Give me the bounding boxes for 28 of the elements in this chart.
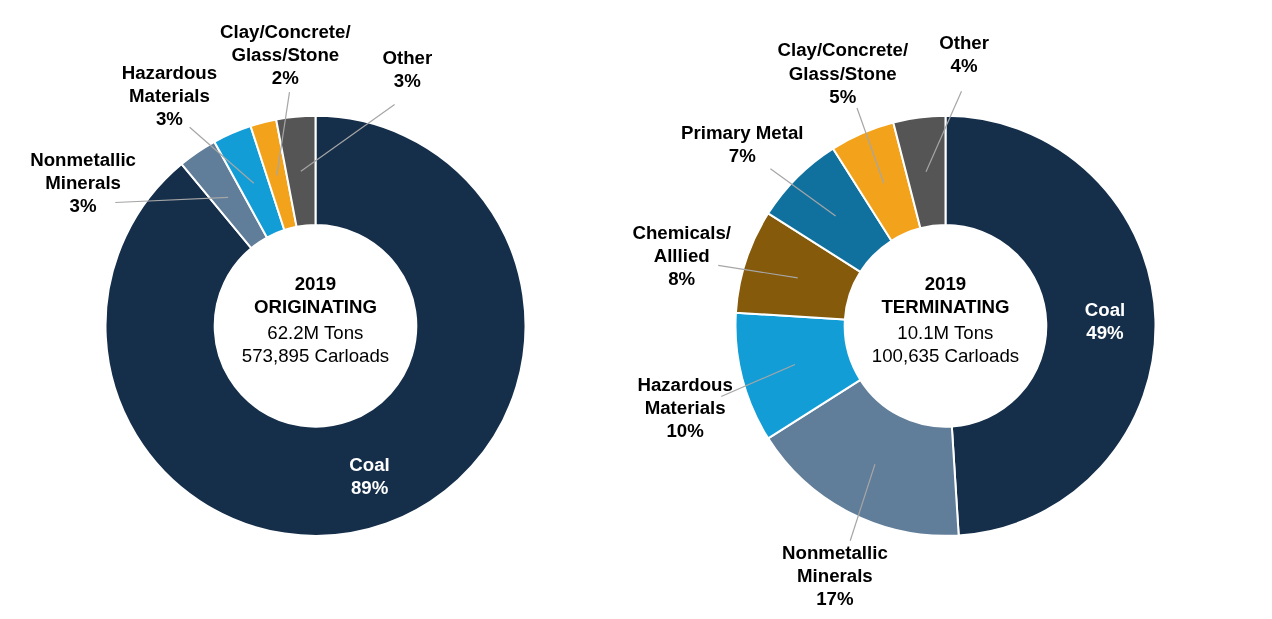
slice-label: Coal: [1084, 298, 1126, 320]
data-label: 4%: [950, 54, 978, 76]
slice-label: Clay/Concrete/ Glass/Stone: [219, 21, 351, 66]
slice-label: Nonmetallic Minerals: [30, 149, 136, 194]
data-label: 17%: [816, 587, 854, 609]
text: 62.2M Tons 573,895 Carloads: [241, 321, 390, 366]
text: 2019 TERMINATING: [881, 273, 1010, 318]
data-label: 5%: [829, 85, 857, 107]
text: 2019 ORIGINATING: [254, 273, 378, 318]
slice-label: Other: [939, 31, 989, 53]
slice-label: Hazardous Materials: [121, 61, 218, 106]
slice-label: Other: [382, 46, 433, 68]
slice-label: Chemicals/ Alllied: [632, 222, 731, 267]
data-label: 7%: [728, 144, 757, 166]
data-label: 3%: [393, 69, 422, 91]
data-label: 49%: [1086, 321, 1125, 343]
data-label: 3%: [155, 107, 184, 129]
data-label: 8%: [668, 268, 696, 290]
data-label: 3%: [69, 195, 97, 217]
slice-label: Coal: [349, 453, 390, 475]
data-label: 10%: [666, 420, 705, 442]
data-label: 89%: [350, 476, 389, 498]
slice-label: Primary Metal: [681, 121, 804, 143]
data-label: 2%: [271, 67, 300, 89]
slice-label: Hazardous Materials: [637, 374, 733, 419]
slice-label: Clay/Concrete/ Glass/Stone: [777, 39, 909, 84]
slice-label: Nonmetallic Minerals: [782, 541, 888, 586]
text: 10.1M Tons 100,635 Carloads: [871, 321, 1020, 366]
